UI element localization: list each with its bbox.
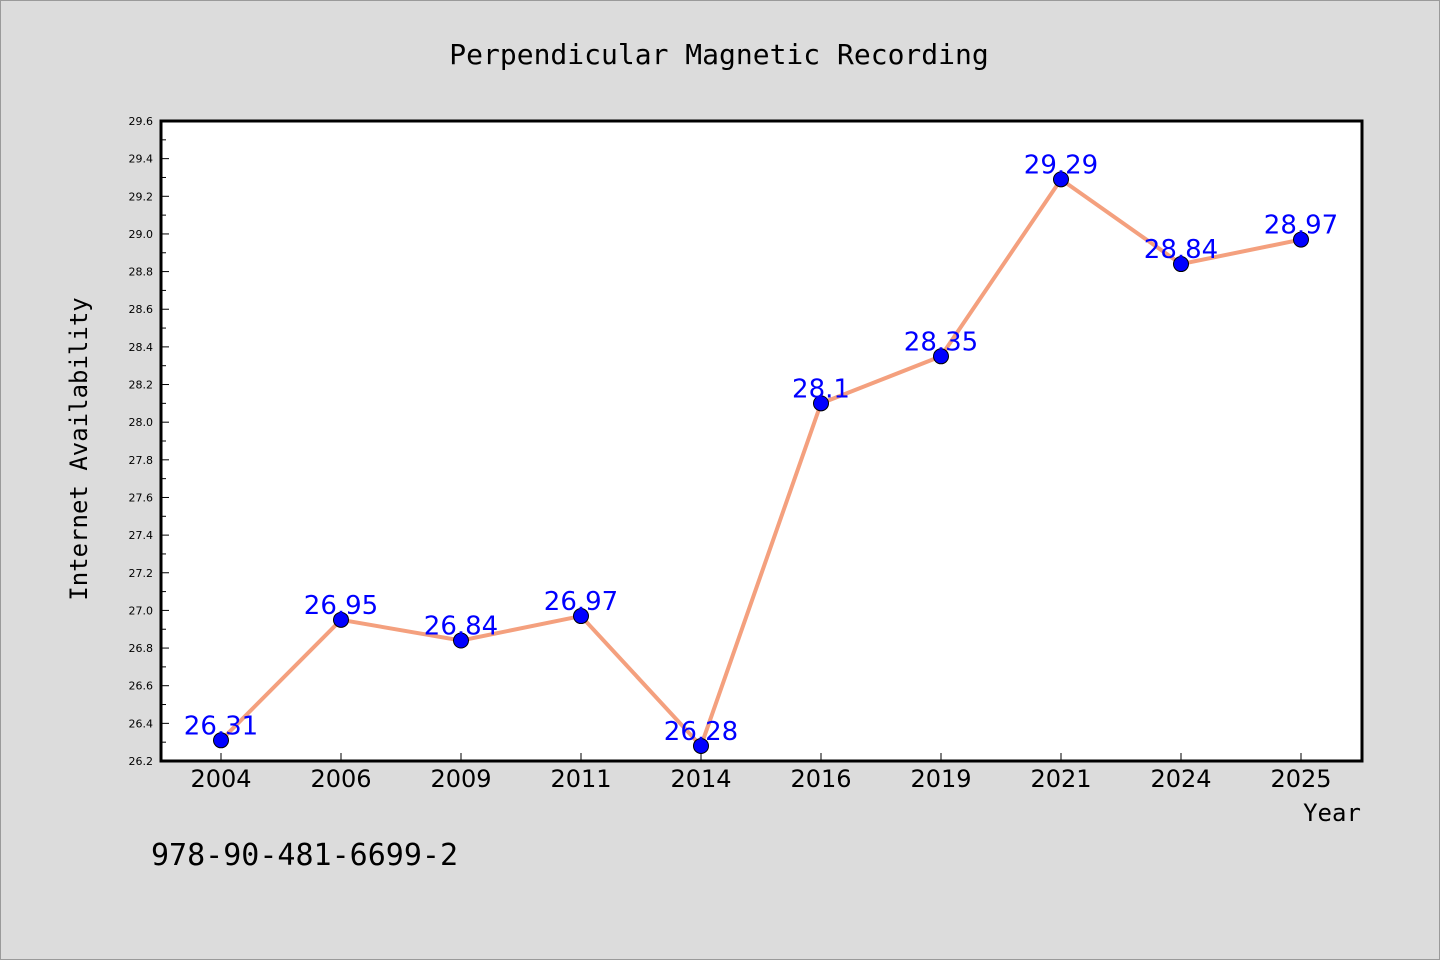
- x-tick-label: 2009: [430, 765, 491, 793]
- data-label: 28.97: [1264, 211, 1338, 241]
- x-tick-label: 2014: [670, 765, 731, 793]
- y-tick-label: 28.6: [129, 303, 154, 316]
- series-layer: 26.31 26.95 26.84 26.97 26.28 28.1 28.35 29.29 2…: [184, 150, 1338, 754]
- y-tick-label: 27.2: [129, 567, 154, 580]
- data-point-marker: [573, 608, 589, 625]
- data-label: 26.97: [544, 587, 618, 617]
- data-point-marker: [1053, 171, 1069, 188]
- data-point-marker: [933, 348, 949, 365]
- data-label: 28.84: [1144, 235, 1218, 265]
- chart-title: Perpendicular Magnetic Recording: [449, 38, 988, 71]
- y-tick-label: 29.0: [129, 228, 154, 241]
- y-tick-label: 29.2: [129, 190, 154, 203]
- y-tick-label: 27.0: [129, 604, 154, 617]
- y-tick-label: 27.6: [129, 491, 154, 504]
- y-tick-label: 28.2: [129, 379, 154, 392]
- data-point-marker: [333, 611, 349, 628]
- x-tick-label: 2016: [790, 765, 851, 793]
- y-tick-label: 28.8: [129, 266, 154, 279]
- y-axis: 26.2 26.4 26.6 26.8 27.0 27.2 27.4 27.6 27.8 28.0…: [129, 115, 169, 768]
- data-point-marker: [693, 737, 709, 754]
- isbn-text: 978-90-481-6699-2: [151, 838, 458, 873]
- x-tick-label: 2021: [1030, 765, 1091, 793]
- y-tick-label: 28.0: [129, 416, 154, 429]
- plot-area: [159, 119, 1364, 763]
- y-tick-label: 29.6: [129, 115, 154, 128]
- data-point-marker: [1173, 256, 1189, 273]
- data-label: 29.29: [1024, 150, 1098, 180]
- y-tick-label: 28.4: [129, 341, 154, 354]
- x-tick-label: 2025: [1270, 765, 1331, 793]
- data-label: 28.35: [904, 327, 978, 357]
- data-label: 26.95: [304, 591, 378, 621]
- y-tick-label: 27.8: [129, 454, 154, 467]
- y-tick-label: 26.8: [129, 642, 154, 655]
- data-point-marker: [813, 395, 829, 412]
- y-tick-label: 26.6: [129, 680, 154, 693]
- y-tick-label: 26.2: [129, 755, 154, 768]
- y-tick-label: 26.4: [129, 717, 154, 730]
- data-label: 28.1: [792, 374, 850, 404]
- data-label: 26.28: [664, 717, 738, 747]
- series-line: [219, 177, 1302, 748]
- x-axis: 2004 2006 2009 2011 2014 2016 2019 2021 2024 2025: [190, 753, 1332, 793]
- data-point-marker: [1293, 231, 1309, 248]
- y-tick-label: 27.4: [129, 529, 154, 542]
- data-label: 26.84: [424, 612, 498, 642]
- y-axis-label: Internet Availability: [65, 297, 93, 600]
- data-label: 26.31: [184, 711, 258, 741]
- y-tick-label: 29.4: [129, 153, 154, 166]
- x-tick-label: 2019: [910, 765, 971, 793]
- data-point-marker: [453, 632, 469, 649]
- x-tick-label: 2011: [550, 765, 611, 793]
- x-tick-label: 2024: [1150, 765, 1211, 793]
- x-axis-label: Year: [1303, 799, 1361, 827]
- data-point-marker: [213, 732, 229, 749]
- x-tick-label: 2004: [190, 765, 251, 793]
- x-tick-label: 2006: [310, 765, 371, 793]
